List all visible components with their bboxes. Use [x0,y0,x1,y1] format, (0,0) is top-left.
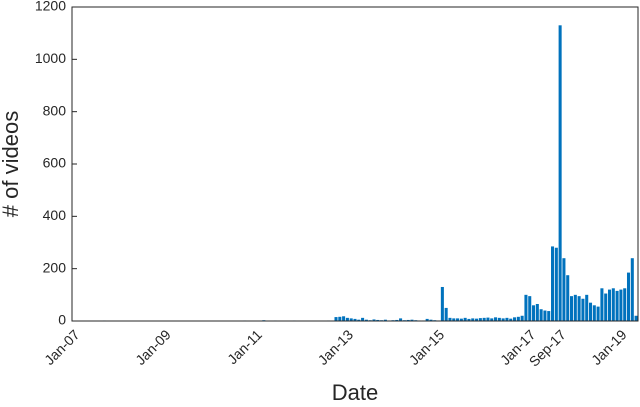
bar [547,311,551,321]
bar [535,303,539,321]
bar [383,319,387,321]
bar [361,317,365,321]
bar [345,317,349,321]
bar [573,294,577,321]
bar [410,319,414,321]
bar [349,318,353,321]
bar [600,288,604,321]
bar [429,319,433,321]
bar [490,318,494,321]
bar [607,289,612,321]
y-tick-label: 200 [43,259,67,275]
bar [395,319,399,321]
bar [357,319,361,321]
bar [478,318,482,321]
bar [615,290,619,321]
bar [634,315,638,321]
bar [623,288,627,321]
y-axis-label: # of videos [0,111,23,217]
bar [364,319,368,321]
y-tick-label: 1000 [35,50,66,66]
bar [592,305,596,321]
bar [406,319,410,321]
y-tick-label: 1200 [35,0,66,14]
bar [585,294,589,321]
bar [463,317,467,321]
y-tick-label: 400 [43,207,67,223]
y-tick-label: 800 [43,102,67,118]
bar [448,317,452,321]
bar [581,298,585,321]
bar [611,288,615,321]
bar [509,318,513,321]
bar [588,302,593,321]
bar [626,272,631,321]
bar [532,305,536,321]
bar [471,318,475,321]
bar [604,293,608,321]
bar [528,296,532,321]
bar [353,318,357,321]
bar [482,317,486,321]
bar [334,317,338,321]
bar [554,247,558,321]
bar [513,317,517,321]
bar [619,289,623,321]
bar [501,318,505,321]
bar [497,317,501,321]
y-tick-label: 0 [58,312,66,328]
bar [452,318,456,321]
bar [577,296,581,321]
bar [551,246,555,321]
y-tick-label: 600 [43,155,67,171]
bar [505,317,509,321]
bar [630,258,634,321]
bar [566,275,570,321]
bar [342,316,346,321]
bar [372,319,376,321]
bar [459,318,463,321]
bar [596,306,600,321]
bar [524,294,528,321]
bar [520,315,524,321]
bar [475,318,479,321]
bar [539,309,543,321]
bar [558,25,562,322]
bar [456,318,460,321]
x-axis-label: Date [332,380,378,405]
bar [494,317,498,321]
bar [562,258,566,321]
bar [467,318,471,321]
bar [543,310,547,321]
bar [516,316,520,321]
bar [570,296,574,321]
bar [338,316,342,321]
bar [486,317,490,321]
bar [444,307,448,321]
bar [376,319,380,321]
bar [440,286,444,321]
bar [399,318,403,321]
bar [425,318,429,321]
